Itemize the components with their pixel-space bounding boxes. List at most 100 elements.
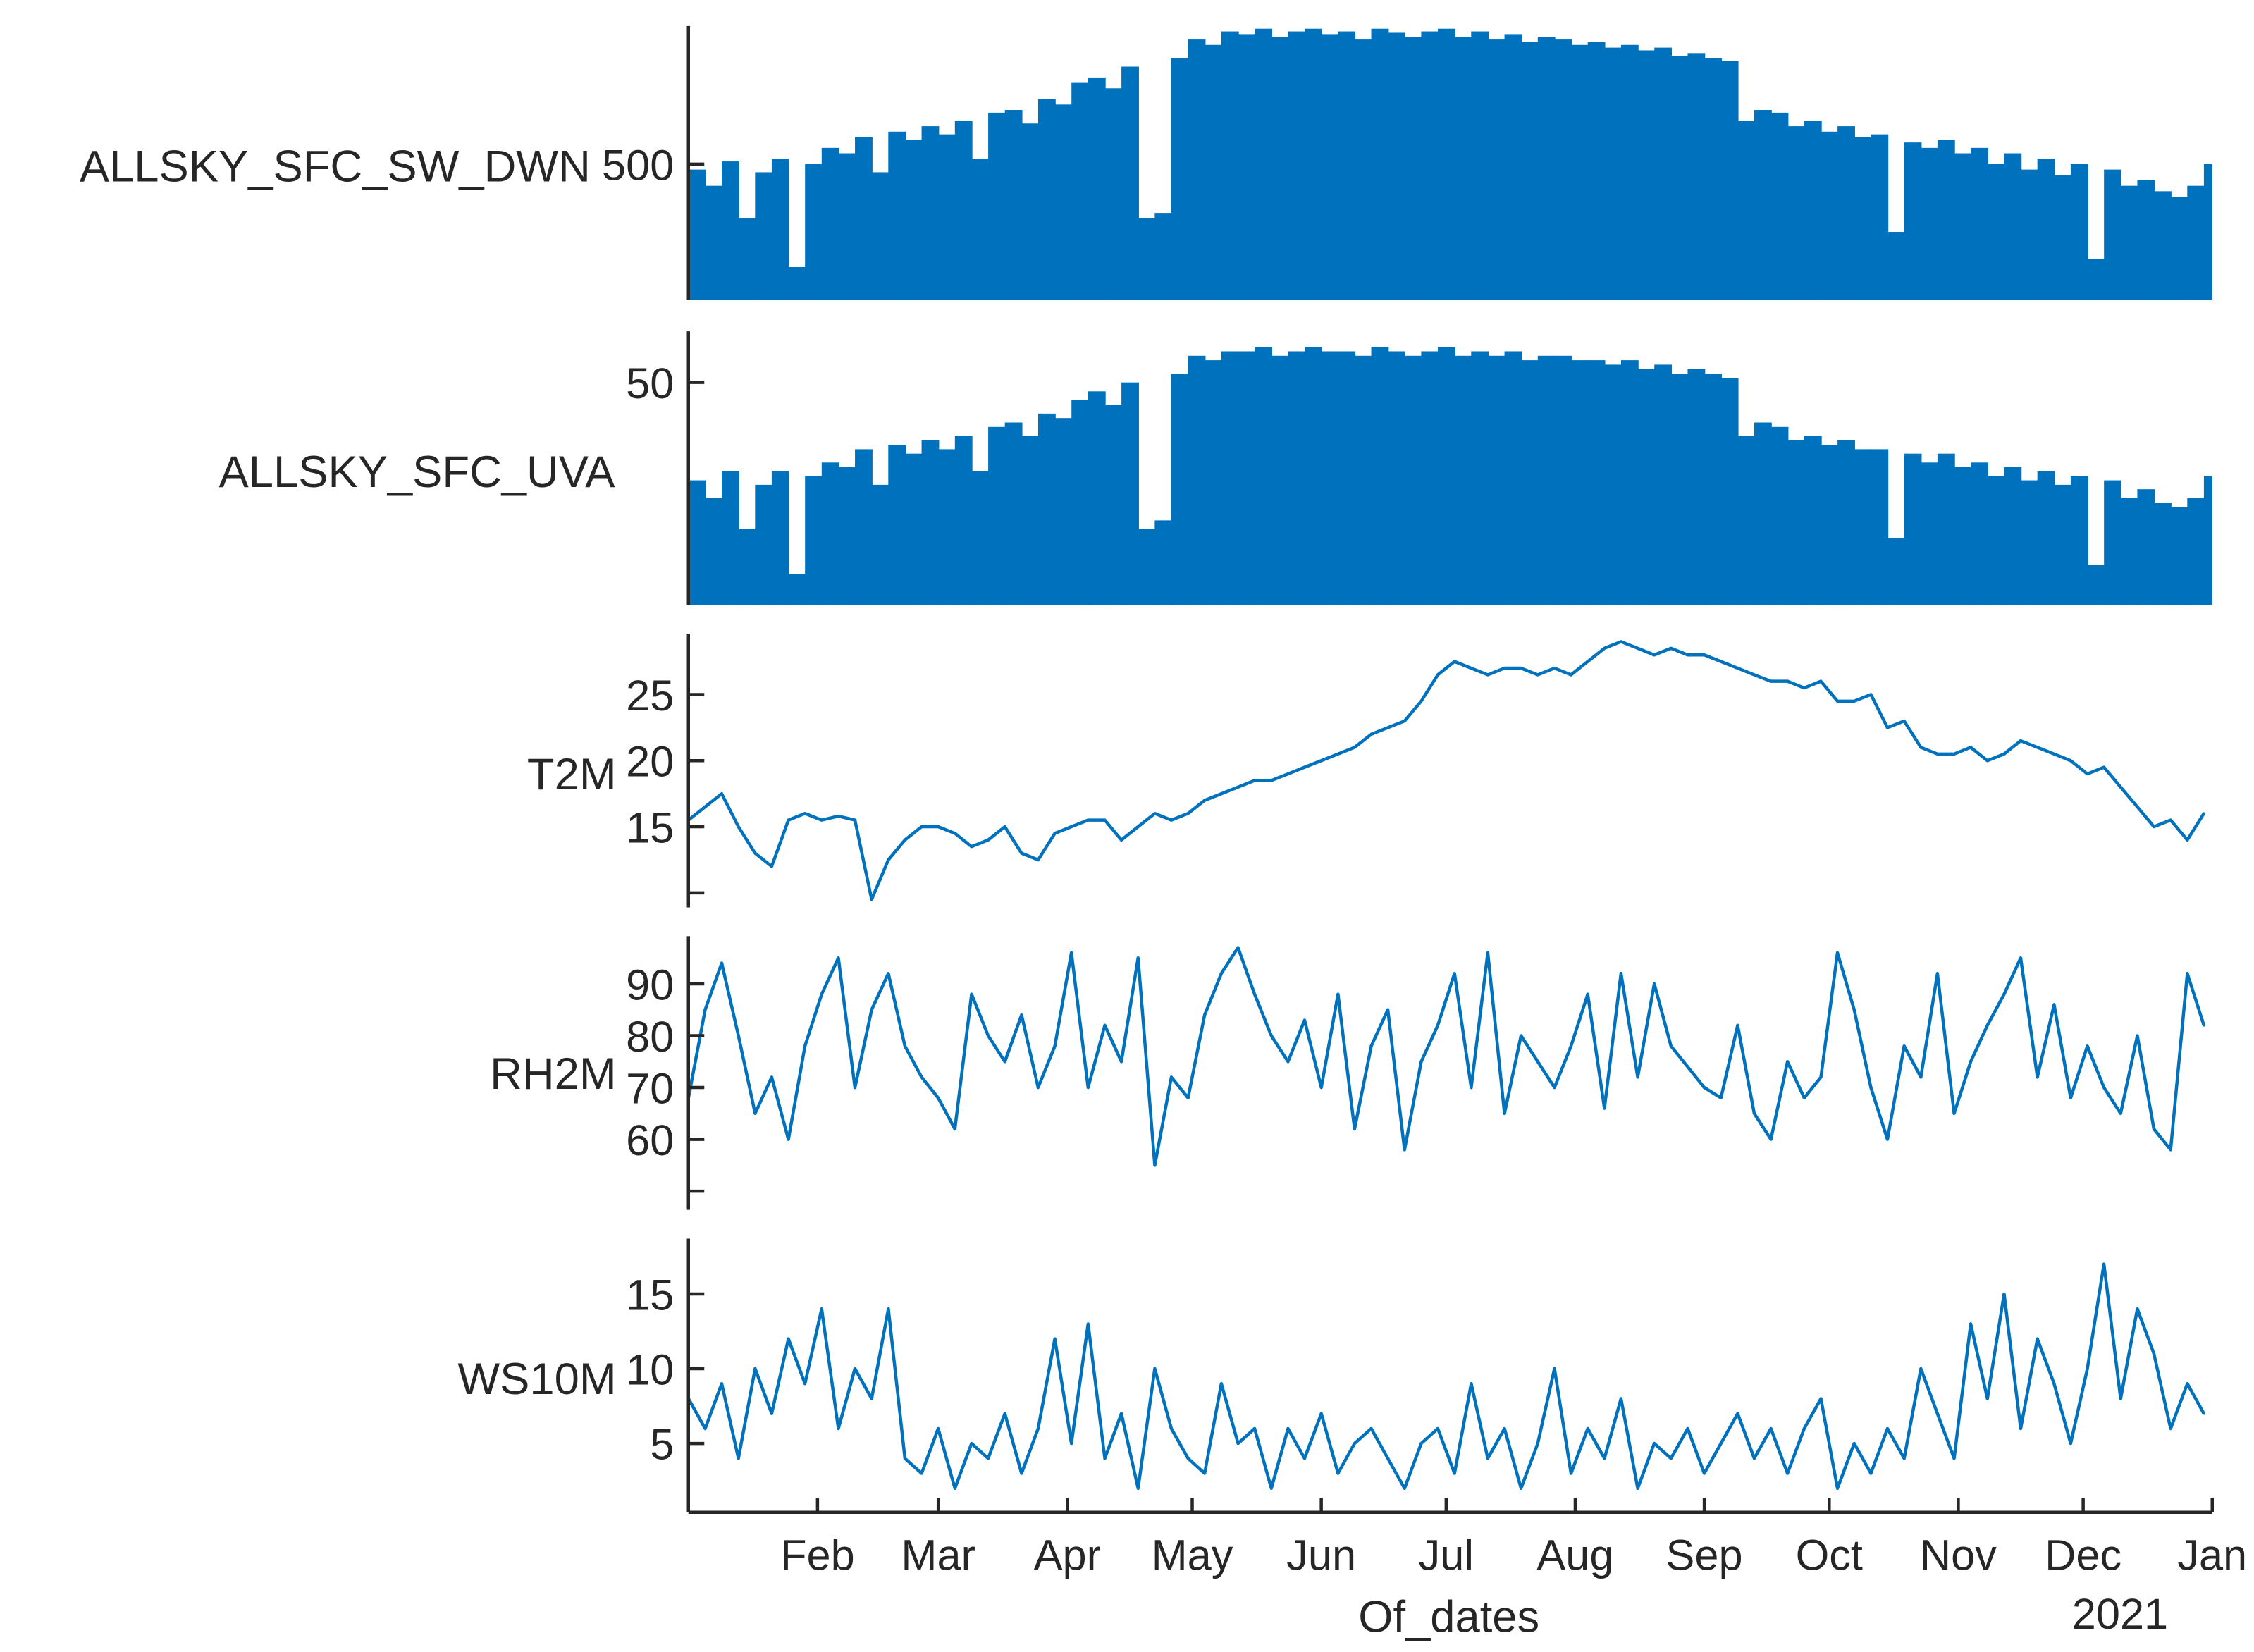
x-tick-label: Dec: [2045, 1531, 2121, 1579]
data-point: [1170, 1427, 1173, 1430]
bar-mark: [1704, 374, 1722, 605]
data-point: [1003, 1412, 1006, 1415]
data-point: [2203, 1023, 2205, 1027]
data-point: [1570, 673, 1572, 677]
bar-mark: [1404, 355, 1422, 605]
data-point: [1736, 667, 1739, 670]
data-point: [2186, 838, 2189, 842]
data-point: [1703, 1086, 1706, 1089]
bar-mark: [1171, 58, 1189, 300]
data-point: [2153, 1128, 2155, 1130]
data-point: [1636, 1075, 1639, 1079]
bar-mark: [2120, 498, 2138, 605]
bar-mark: [2154, 503, 2172, 605]
bar-mark: [1037, 99, 1056, 300]
data-point: [1203, 799, 1207, 802]
data-point: [1736, 1023, 1739, 1027]
data-point: [1020, 1472, 1023, 1475]
data-point: [1852, 1008, 1856, 1011]
y-tick-label: 15: [626, 1271, 674, 1319]
series: [688, 347, 2212, 605]
bar-mark: [1821, 445, 1839, 605]
data-point: [720, 1382, 723, 1386]
bar-mark: [821, 147, 839, 300]
data-point: [1153, 1367, 1157, 1370]
data-point: [1220, 1382, 1223, 1386]
data-point: [1952, 1457, 1956, 1460]
data-point: [1419, 1442, 1423, 1445]
data-point: [1570, 1044, 1572, 1048]
bar-mark: [871, 172, 889, 300]
data-point: [854, 1367, 856, 1370]
data-point: [2036, 1075, 2039, 1079]
data-point: [1353, 746, 1356, 749]
bar-mark: [921, 126, 940, 300]
data-point: [1985, 759, 1989, 763]
data-point: [1952, 1111, 1956, 1115]
bar-mark: [1754, 110, 1772, 300]
bar-mark: [1937, 453, 1955, 605]
bar-mark: [1271, 355, 1289, 605]
data-point: [1253, 1427, 1256, 1430]
bar-mark: [2087, 259, 2105, 300]
bar-mark: [1821, 131, 1839, 300]
bar-mark: [1654, 364, 1673, 605]
data-point: [2036, 746, 2039, 749]
bar-mark: [1837, 440, 1855, 605]
bar-mark: [1604, 364, 1622, 605]
bar-mark: [1305, 28, 1322, 300]
bar-mark: [1971, 462, 1988, 605]
x-axis-label: Of_dates: [1358, 1592, 1539, 1641]
data-point: [1053, 1337, 1057, 1340]
data-point: [2069, 1442, 2072, 1445]
data-point: [2203, 1412, 2205, 1415]
data-point: [2136, 1307, 2139, 1311]
bar-mark: [2120, 185, 2138, 300]
data-point: [887, 1307, 890, 1311]
bar-mark: [2187, 185, 2205, 300]
bar-mark: [1571, 360, 1589, 605]
bar-mark: [938, 449, 956, 605]
data-point: [904, 1044, 906, 1048]
data-point: [2203, 812, 2205, 815]
data-point: [1703, 653, 1706, 657]
data-point: [1253, 992, 1256, 996]
data-point: [2169, 1427, 2172, 1430]
data-point: [2119, 785, 2122, 789]
data-point: [1620, 972, 1622, 975]
data-point: [1586, 660, 1589, 663]
data-point: [1403, 1486, 1406, 1490]
bar-mark: [1271, 37, 1289, 300]
data-point: [2186, 1382, 2189, 1386]
bar-mark: [1537, 355, 1556, 605]
bar-mark: [921, 440, 940, 605]
x-axis: Feb Mar Apr May Jun Jul Aug Sep Oct Nov Dec Jan: [688, 1498, 2247, 1579]
data-point: [1070, 1442, 1073, 1445]
bar-mark: [1604, 47, 1622, 300]
data-point: [1386, 1008, 1389, 1011]
data-point: [1037, 1427, 1040, 1430]
bar-mark: [805, 476, 823, 605]
data-point: [904, 1457, 906, 1460]
bar-mark: [1471, 351, 1489, 605]
bar-mark: [1504, 34, 1522, 300]
bar-mark: [1587, 42, 1606, 300]
data-point: [2102, 1262, 2105, 1266]
data-point: [1253, 779, 1256, 782]
data-point: [1037, 1086, 1040, 1089]
data-point: [787, 818, 790, 822]
data-point: [1669, 1044, 1673, 1048]
bar-mark: [755, 172, 773, 300]
bar-mark: [1720, 61, 1739, 300]
data-point: [1769, 679, 1773, 683]
data-point: [1319, 1086, 1323, 1089]
data-point: [1553, 667, 1556, 670]
data-point: [1136, 1486, 1140, 1490]
bar-mark: [1088, 77, 1106, 300]
x-tick-label: Sep: [1666, 1531, 1743, 1579]
data-point: [1353, 1442, 1356, 1445]
bar-mark: [971, 471, 990, 605]
bar-mark: [1221, 31, 1239, 300]
